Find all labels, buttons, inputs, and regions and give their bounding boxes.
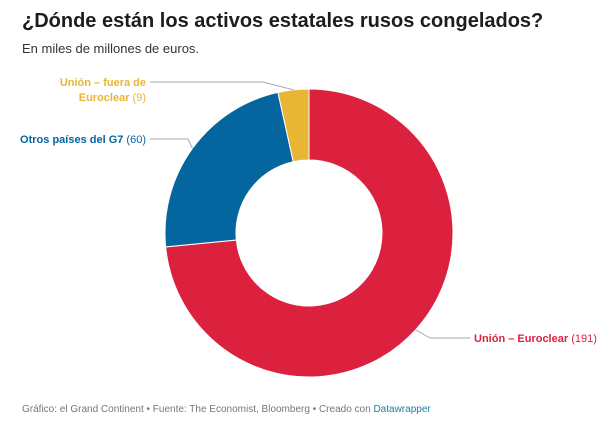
slice-label-1: Otros países del G7 (60) xyxy=(20,134,146,146)
slice-label-0: Unión – Euroclear (191) xyxy=(474,333,597,345)
donut-slices xyxy=(164,88,454,378)
leader-line-0 xyxy=(415,329,470,339)
slice-2 xyxy=(277,88,310,163)
chart-subtitle: En miles de millones de euros. xyxy=(22,41,200,56)
leader-line-1 xyxy=(150,138,193,149)
chart-footer: Gráfico: el Grand Continent • Fuente: Th… xyxy=(22,404,431,415)
slice-1 xyxy=(164,91,294,248)
chart-title: ¿Dónde están los activos estatales rusos… xyxy=(22,10,544,32)
slice-label-2: Euroclear (9) xyxy=(79,92,146,104)
footer-source: Gráfico: el Grand Continent • Fuente: Th… xyxy=(22,404,374,415)
slice-labels: Unión – Euroclear (191) Otros países del … xyxy=(20,77,597,345)
slice-value-0: (191) xyxy=(568,333,597,345)
datawrapper-link[interactable]: Datawrapper xyxy=(373,404,431,415)
slice-0 xyxy=(165,88,454,378)
slice-label-2: Unión – fuera de xyxy=(60,77,146,89)
leader-line-2 xyxy=(150,81,294,91)
slice-value-2: (9) xyxy=(130,92,147,104)
slice-value-1: (60) xyxy=(123,134,146,146)
